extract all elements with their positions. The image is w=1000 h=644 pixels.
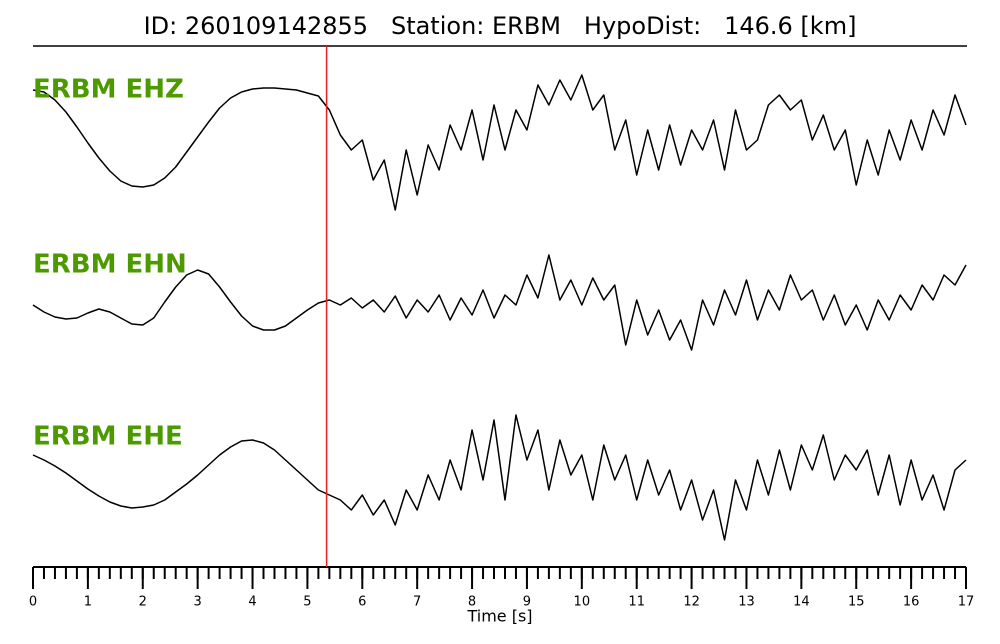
waveform [32, 414, 967, 541]
trace-label: ERBM EHN [33, 250, 187, 280]
trace-label: ERBM EHZ [33, 75, 184, 105]
x-axis-label: Time [s] [466, 607, 532, 626]
x-tick-label: 15 [848, 595, 865, 610]
x-tick-label: 2 [139, 595, 147, 610]
x-tick-label: 14 [793, 595, 810, 610]
chart-title: ID: 260109142855 Station: ERBM HypoDist:… [144, 12, 857, 40]
x-tick-label: 8 [468, 595, 476, 610]
trace-label: ERBM EHE [33, 422, 183, 452]
x-tick-label: 0 [29, 595, 37, 610]
x-tick-label: 7 [413, 595, 421, 610]
x-tick-label: 9 [523, 595, 531, 610]
x-tick-label: 16 [903, 595, 920, 610]
x-tick-label: 12 [683, 595, 700, 610]
x-tick-label: 17 [958, 595, 975, 610]
x-tick-label: 3 [194, 595, 202, 610]
x-tick-label: 5 [303, 595, 311, 610]
waveform [32, 74, 967, 211]
x-tick-label: 13 [738, 595, 755, 610]
waveform [32, 254, 967, 351]
x-tick-label: 6 [358, 595, 366, 610]
x-tick-label: 11 [628, 595, 645, 610]
x-tick-label: 4 [248, 595, 256, 610]
x-tick-label: 1 [84, 595, 92, 610]
x-tick-label: 10 [574, 595, 591, 610]
